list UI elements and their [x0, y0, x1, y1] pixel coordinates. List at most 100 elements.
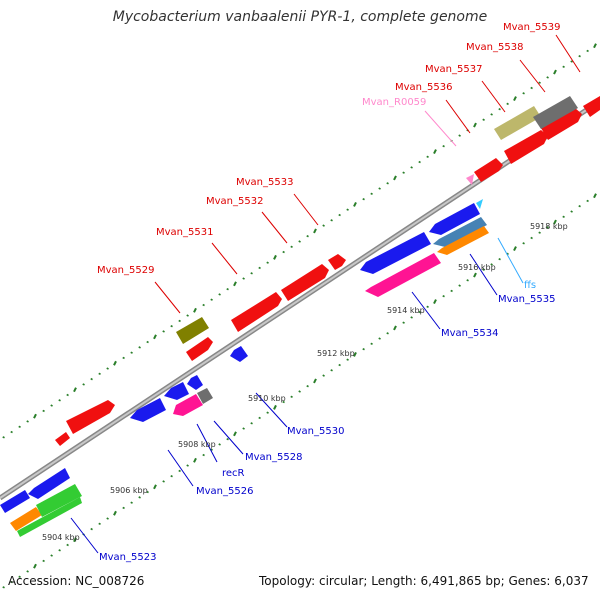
tick-mark — [482, 118, 485, 121]
label-mvan-5529[interactable]: Mvan_5529 — [97, 265, 154, 276]
label-mvan-5536[interactable]: Mvan_5536 — [395, 82, 452, 93]
label-mvan-5538[interactable]: Mvan_5538 — [466, 42, 523, 53]
reverse-genes — [0, 199, 489, 537]
gene-block — [231, 292, 282, 332]
tick-mark — [58, 549, 61, 552]
tick-mark — [50, 554, 53, 557]
kbp-label: 5918 kbp — [530, 222, 568, 231]
tick-mark — [346, 358, 349, 361]
label-mvan-5530[interactable]: Mvan_5530 — [287, 426, 344, 437]
tick-mark — [98, 522, 101, 526]
tick-marks — [2, 43, 597, 589]
tick-mark — [578, 205, 581, 208]
tick-mark — [10, 430, 13, 434]
tick-mark — [402, 321, 405, 324]
tick-mark — [593, 43, 597, 49]
tick-mark — [593, 193, 597, 199]
tick-mark — [362, 197, 365, 201]
tick-mark — [210, 298, 213, 301]
tick-mark — [290, 395, 293, 398]
tick-mark — [370, 192, 373, 196]
label-mvan-5523[interactable]: Mvan_5523 — [99, 552, 156, 563]
tick-mark — [522, 92, 525, 95]
tick-mark — [33, 563, 37, 569]
gene-block — [0, 490, 30, 513]
label-mvan-5537[interactable]: Mvan_5537 — [425, 64, 482, 75]
tick-mark — [258, 266, 261, 270]
tick-mark — [98, 372, 101, 376]
gene-block — [533, 96, 578, 129]
label-ffs[interactable]: ffs — [524, 280, 536, 291]
label-mvan-5526[interactable]: Mvan_5526 — [196, 486, 253, 497]
label-mvan-5531[interactable]: Mvan_5531 — [156, 227, 213, 238]
tick-mark — [306, 235, 309, 238]
label-mvan-5534[interactable]: Mvan_5534 — [441, 328, 498, 339]
gene-block — [476, 199, 483, 209]
tick-mark — [273, 404, 277, 410]
label-mvan-5533[interactable]: Mvan_5533 — [236, 177, 293, 188]
tick-mark — [433, 149, 437, 154]
label-mvan-5535[interactable]: Mvan_5535 — [498, 294, 555, 305]
tick-mark — [73, 387, 77, 393]
tick-mark — [562, 65, 565, 69]
tick-mark — [122, 506, 125, 510]
tick-mark — [578, 55, 581, 58]
tick-mark — [122, 356, 125, 360]
tick-mark — [186, 464, 189, 467]
tick-mark — [266, 411, 269, 414]
tick-mark — [218, 443, 221, 446]
tick-mark — [466, 279, 469, 282]
tick-mark — [42, 559, 45, 563]
tick-mark — [490, 113, 493, 116]
tick-mark — [242, 427, 245, 430]
map-title: Mycobacterium vanbaalenii PYR-1, complet… — [112, 9, 488, 25]
tick-mark — [482, 268, 485, 271]
gene-block — [474, 158, 503, 182]
label-mvan-5532[interactable]: Mvan_5532 — [206, 196, 263, 207]
tick-mark — [266, 261, 269, 264]
label-mvan-5528[interactable]: Mvan_5528 — [245, 452, 302, 463]
label-recr[interactable]: recR — [222, 468, 245, 479]
kbp-label: 5904 kbp — [42, 533, 80, 542]
tick-mark — [433, 299, 437, 304]
gene-block — [66, 400, 115, 434]
tick-mark — [153, 484, 157, 490]
gene-block — [583, 96, 600, 117]
tick-mark — [538, 231, 541, 234]
tick-mark — [90, 377, 93, 381]
tick-mark — [473, 272, 477, 278]
genome-summary-text: Topology: circular; Length: 6,491,865 bp… — [259, 574, 589, 588]
tick-mark — [210, 448, 213, 451]
kbp-label: 5916 kbp — [458, 263, 496, 272]
tick-mark — [282, 400, 285, 404]
tick-mark — [586, 199, 589, 203]
gene-block — [365, 253, 441, 297]
tick-mark — [42, 409, 45, 413]
tick-mark — [313, 378, 317, 384]
tick-mark — [193, 307, 197, 313]
tick-mark — [562, 215, 565, 219]
tick-mark — [146, 490, 149, 494]
tick-mark — [138, 496, 141, 499]
gene-block — [55, 432, 70, 446]
tick-mark — [290, 245, 293, 248]
kbp-label: 5908 kbp — [178, 440, 216, 449]
tick-mark — [362, 347, 365, 351]
gene-block — [360, 232, 431, 274]
gene-block — [328, 254, 346, 270]
tick-mark — [202, 453, 205, 457]
gene-block — [17, 497, 82, 537]
tick-mark — [353, 201, 357, 207]
tick-mark — [18, 575, 21, 578]
tick-mark — [410, 166, 413, 169]
kbp-label: 5906 kbp — [110, 486, 148, 495]
tick-mark — [226, 437, 229, 441]
tick-mark — [273, 254, 277, 260]
tick-mark — [282, 250, 285, 254]
tick-mark — [530, 86, 533, 90]
tick-mark — [106, 517, 109, 520]
label-mvan-5539[interactable]: Mvan_5539 — [503, 22, 560, 33]
label-mvan-r0059[interactable]: Mvan_R0059 — [362, 97, 426, 108]
tick-mark — [170, 474, 173, 478]
kbp-label: 5914 kbp — [387, 306, 425, 315]
